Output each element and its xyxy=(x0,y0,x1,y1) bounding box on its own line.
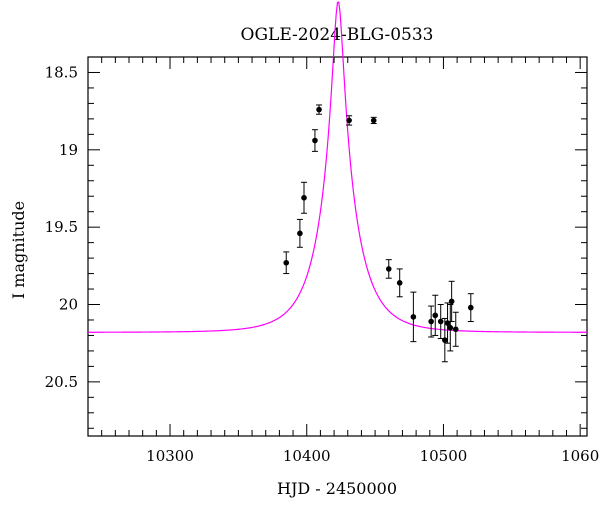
point-marker xyxy=(316,106,322,113)
point-marker xyxy=(312,137,318,144)
data-point xyxy=(467,293,474,323)
y-tick-label: 20.5 xyxy=(45,373,78,391)
y-axis-label: I magnitude xyxy=(9,201,28,299)
data-point xyxy=(432,294,439,336)
point-marker xyxy=(301,194,307,201)
data-point xyxy=(370,116,377,125)
axis-ticks xyxy=(88,56,587,436)
point-marker xyxy=(437,318,444,325)
x-tick-label: 1060 xyxy=(561,447,599,465)
y-tick-label: 20 xyxy=(59,296,78,314)
x-tick-label: 10300 xyxy=(146,447,194,465)
point-marker xyxy=(442,337,448,343)
point-marker xyxy=(396,280,403,286)
point-marker xyxy=(432,312,439,319)
x-axis-label: HJD - 2450000 xyxy=(277,479,397,498)
y-tick-label: 19.5 xyxy=(45,218,78,236)
x-tick-label: 10500 xyxy=(420,447,468,465)
model-curve xyxy=(87,1,587,333)
tick-labels: 10300 10400 10500 1060 18.5 19 19.5 20 20.5 xyxy=(45,63,600,465)
x-tick-label: 10400 xyxy=(283,447,331,465)
data-point xyxy=(301,181,308,214)
y-tick-label: 19 xyxy=(59,141,78,159)
point-marker xyxy=(370,117,377,124)
data-point xyxy=(311,129,318,152)
point-marker xyxy=(467,304,474,311)
data-point xyxy=(441,317,448,363)
point-marker xyxy=(410,314,417,320)
point-marker xyxy=(297,230,303,237)
point-marker xyxy=(452,326,459,333)
chart-title: OGLE-2024-BLG-0533 xyxy=(241,25,434,45)
data-point xyxy=(316,104,323,115)
data-point xyxy=(447,304,454,352)
data-points xyxy=(283,104,474,363)
data-point xyxy=(428,305,435,338)
data-point xyxy=(410,291,417,343)
point-marker xyxy=(385,266,392,272)
plot-frame xyxy=(87,56,588,437)
data-point xyxy=(283,251,290,275)
data-point xyxy=(452,311,459,347)
point-marker xyxy=(447,324,454,331)
point-marker xyxy=(448,298,455,305)
point-marker xyxy=(346,117,352,124)
data-point xyxy=(448,280,455,323)
point-marker xyxy=(428,318,434,325)
data-point xyxy=(396,268,403,298)
model-curve-layer xyxy=(87,1,587,333)
point-marker xyxy=(283,259,290,266)
data-point xyxy=(296,218,303,248)
data-point xyxy=(437,304,444,340)
y-tick-label: 18.5 xyxy=(45,63,78,81)
data-point xyxy=(346,115,353,126)
data-point xyxy=(444,302,451,344)
data-point xyxy=(385,259,392,279)
